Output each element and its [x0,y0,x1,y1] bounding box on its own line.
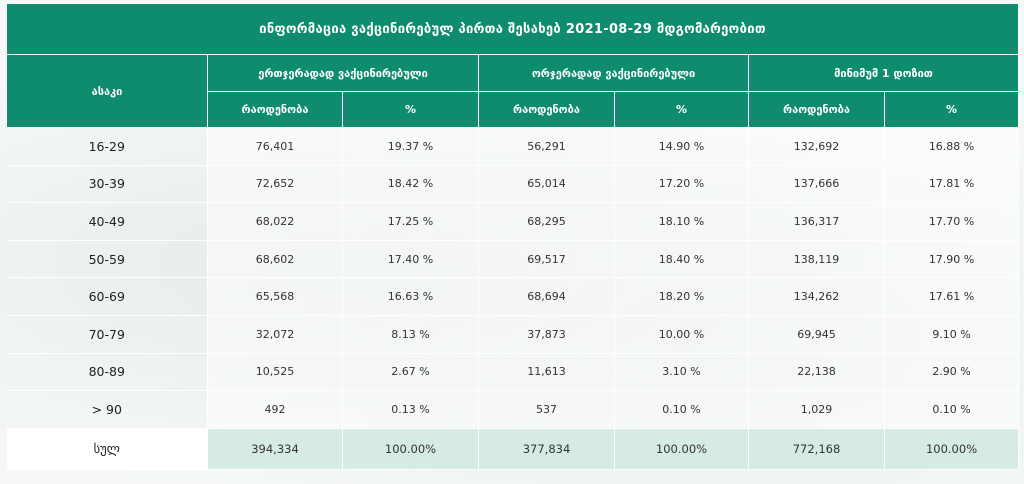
count-cell: 132,692 [748,127,885,166]
count-cell: 68,694 [478,277,615,316]
total-count-cell: 377,834 [478,427,615,470]
percent-cell: 18.42 % [342,164,479,204]
count-cell: 134,262 [748,277,885,316]
total-percent-cell: 100.00% [614,427,749,470]
percent-header: % [342,91,479,128]
count-cell: 72,652 [207,164,343,204]
percent-cell: 18.20 % [614,277,749,316]
age-cell: 70-79 [6,314,208,354]
count-cell: 68,295 [478,202,615,241]
total-percent-cell: 100.00% [342,427,479,470]
percent-cell: 16.88 % [883,127,1020,166]
percent-cell: 17.40 % [342,239,479,279]
group-header-single-dose: ერთჯერადად ვაქცინირებული [207,54,479,92]
count-cell: 22,138 [748,352,885,392]
percent-cell: 18.40 % [614,239,749,279]
percent-cell: 16.63 % [342,277,479,316]
count-header: რაოდენობა [748,91,885,128]
count-cell: 136,317 [748,202,885,241]
percent-cell: 0.10 % [614,390,749,429]
percent-cell: 18.10 % [614,202,749,241]
percent-cell: 17.70 % [883,202,1020,241]
percent-header: % [614,91,749,128]
table-row: 40-49 68,022 17.25 % 68,295 18.10 % 136,… [6,202,1020,241]
count-cell: 69,517 [478,239,615,279]
count-cell: 56,291 [478,127,615,166]
group-header-at-least-one-dose: მინიმუმ 1 დოზით [747,54,1020,92]
count-cell: 69,945 [748,314,885,354]
group-header-two-doses: ორჯერადად ვაქცინირებული [478,54,749,92]
total-row: სულ 394,334 100.00% 377,834 100.00% 772,… [6,427,1020,470]
percent-cell: 2.67 % [342,352,479,392]
table-title: ინფორმაცია ვაქცინირებულ პირთა შესახებ 20… [5,3,1020,55]
count-cell: 68,602 [207,239,343,279]
table-row: 70-79 32,072 8.13 % 37,873 10.00 % 69,94… [6,314,1020,354]
percent-cell: 9.10 % [883,314,1020,354]
percent-cell: 17.61 % [883,277,1020,316]
percent-cell: 10.00 % [614,314,749,354]
age-cell: 80-89 [6,352,208,392]
table-row: 30-39 72,652 18.42 % 65,014 17.20 % 137,… [6,164,1020,204]
percent-cell: 8.13 % [342,314,479,354]
percent-cell: 14.90 % [614,127,749,166]
count-cell: 37,873 [478,314,615,354]
count-cell: 68,022 [207,202,343,241]
total-count-cell: 772,168 [748,427,885,470]
count-cell: 65,014 [478,164,615,204]
percent-cell: 3.10 % [614,352,749,392]
percent-cell: 17.90 % [883,239,1020,279]
age-header: ასაკი [6,54,208,128]
total-count-cell: 394,334 [207,427,343,470]
count-cell: 137,666 [748,164,885,204]
count-cell: 76,401 [207,127,343,166]
percent-header: % [883,91,1020,128]
percent-cell: 2.90 % [883,352,1020,392]
count-cell: 1,029 [748,390,885,429]
age-cell: 60-69 [6,277,208,316]
age-cell: 50-59 [6,239,208,279]
total-percent-cell: 100.00% [883,427,1020,470]
table-row: > 90 492 0.13 % 537 0.10 % 1,029 0.10 % [6,390,1020,429]
percent-cell: 17.25 % [342,202,479,241]
age-cell: 16-29 [6,127,208,166]
table-row: 60-69 65,568 16.63 % 68,694 18.20 % 134,… [6,277,1020,316]
table-row: 80-89 10,525 2.67 % 11,613 3.10 % 22,138… [6,352,1020,392]
count-cell: 492 [207,390,343,429]
percent-cell: 0.13 % [342,390,479,429]
count-header: რაოდენობა [207,91,343,128]
total-label: სულ [6,427,208,470]
percent-cell: 19.37 % [342,127,479,166]
percent-cell: 17.81 % [883,164,1020,204]
count-header: რაოდენობა [478,91,615,128]
age-cell: 40-49 [6,202,208,241]
table-row: 50-59 68,602 17.40 % 69,517 18.40 % 138,… [6,239,1020,279]
count-cell: 32,072 [207,314,343,354]
count-cell: 65,568 [207,277,343,316]
count-cell: 11,613 [478,352,615,392]
vaccination-table: ინფორმაცია ვაქცინირებულ პირთა შესახებ 20… [5,3,1020,470]
table-row: 16-29 76,401 19.37 % 56,291 14.90 % 132,… [6,127,1020,166]
age-cell: > 90 [6,390,208,429]
percent-cell: 0.10 % [883,390,1020,429]
age-cell: 30-39 [6,164,208,204]
count-cell: 138,119 [748,239,885,279]
percent-cell: 17.20 % [614,164,749,204]
count-cell: 10,525 [207,352,343,392]
count-cell: 537 [478,390,615,429]
